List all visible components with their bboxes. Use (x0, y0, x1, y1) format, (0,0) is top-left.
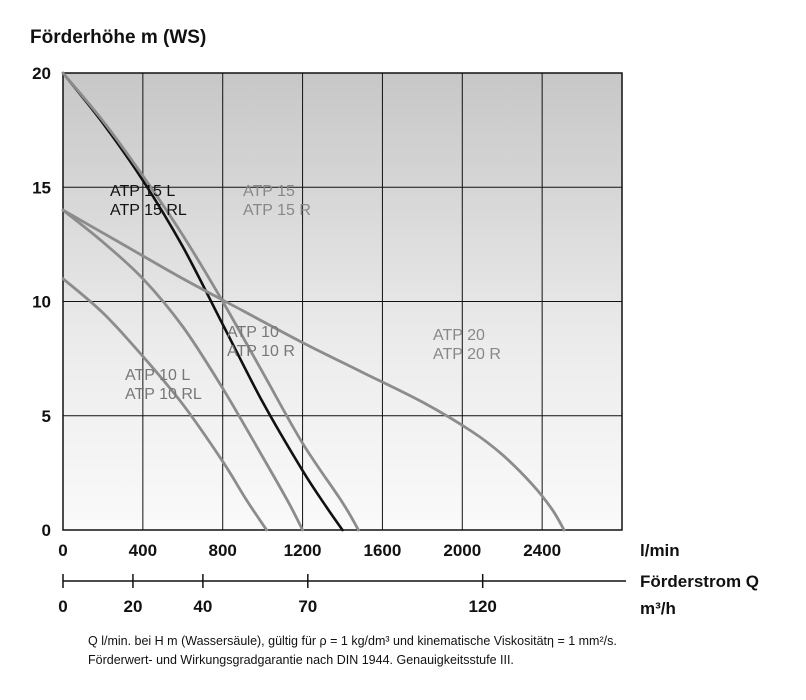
x-tick-label: 800 (209, 541, 237, 560)
pump-curve-chart: Förderhöhe m (WS) ATP 10 L ATP 10 RL ATP 1… (30, 27, 759, 618)
x2-tick-label: 40 (193, 597, 212, 616)
x2-tick-label: 0 (58, 597, 67, 616)
label-atp15l-line-2: ATP 15 RL (110, 202, 187, 219)
x-axis-title: Förderstrom Q (640, 572, 759, 591)
x-tick-label: 400 (129, 541, 157, 560)
x-tick-label: 1600 (364, 541, 402, 560)
x-tick-label: 2000 (443, 541, 481, 560)
label-atp10-line-1: ATP 10 (227, 324, 279, 341)
y-tick-label: 20 (32, 64, 51, 83)
y-axis-title: Förderhöhe m (WS) (30, 27, 206, 48)
y-tick-label: 15 (32, 178, 51, 197)
x2-tick-label: 120 (468, 597, 496, 616)
atp15l-curve (61, 71, 344, 532)
x-axis-unit-lmin: l/min (640, 541, 680, 560)
footnote-line-2: Förderwert- und Wirkungsgradgarantie nac… (88, 653, 514, 667)
label-atp20-line-1: ATP 20 (433, 327, 485, 344)
atp10-curve (61, 208, 304, 532)
footnote: Q l/min. bei H m (Wassersäule), gültig f… (88, 632, 788, 670)
y-tick-label: 10 (32, 293, 51, 312)
y-tick-label: 0 (42, 521, 51, 540)
x-tick-label: 1200 (284, 541, 322, 560)
atp10l-curve (61, 277, 269, 532)
label-atp15-line-2: ATP 15 R (243, 202, 311, 219)
y-tick-label: 5 (42, 407, 51, 426)
label-atp10-line-2: ATP 10 R (227, 343, 295, 360)
label-atp10l-line-1: ATP 10 L (125, 367, 190, 384)
atp20-curve (61, 208, 566, 532)
x2-tick-label: 20 (123, 597, 142, 616)
x-tick-label: 0 (58, 541, 67, 560)
label-atp15l-line-1: ATP 15 L (110, 183, 175, 200)
x-tick-label: 2400 (523, 541, 561, 560)
footnote-line-1: Q l/min. bei H m (Wassersäule), gültig f… (88, 634, 617, 648)
label-atp15-line-1: ATP 15 (243, 183, 295, 200)
x-axis-unit-m3h: m³/h (640, 599, 676, 618)
x2-tick-label: 70 (298, 597, 317, 616)
label-atp10l-line-2: ATP 10 RL (125, 386, 202, 403)
label-atp20-line-2: ATP 20 R (433, 346, 501, 363)
